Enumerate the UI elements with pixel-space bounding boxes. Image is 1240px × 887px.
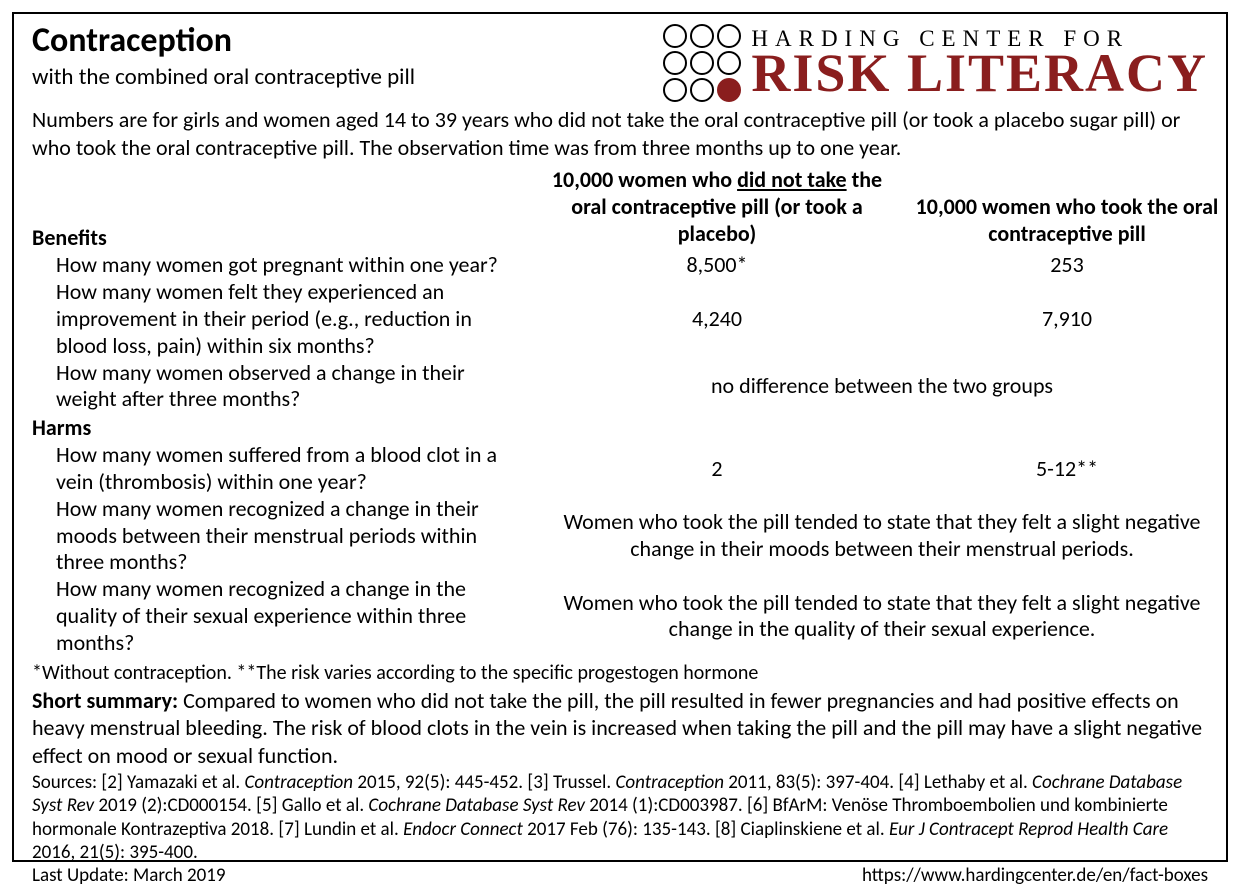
benefit-q3: How many women observed a change in thei… — [32, 360, 532, 414]
harm-q2: How many women recognized a change in th… — [32, 496, 532, 576]
summary: Short summary: Compared to women who did… — [32, 687, 1208, 770]
benefit-q1: How many women got pregnant within one y… — [32, 252, 532, 279]
harm-q1-v2: 5-12** — [902, 456, 1232, 483]
logo-dot-grid-icon — [663, 24, 741, 102]
benefit-q2: How many women felt they experienced an … — [32, 279, 532, 359]
summary-label: Short summary: — [32, 687, 183, 714]
benefit-q2-v1: 4,240 — [532, 306, 902, 333]
col1-underline: did not take — [737, 166, 847, 193]
logo-text-line2: RISK LITERACY — [751, 49, 1208, 99]
footnotes: *Without contraception. **The risk varie… — [32, 661, 1208, 685]
intro-text: Numbers are for girls and women aged 14 … — [32, 106, 1208, 161]
data-table: 10,000 women who did not take the oral c… — [32, 167, 1208, 657]
logo: HARDING CENTER FOR RISK LITERACY — [663, 24, 1208, 102]
footer-row: Last Update: March 2019 https://www.hard… — [32, 864, 1208, 887]
last-update: Last Update: March 2019 — [32, 864, 226, 887]
benefit-q1-v1: 8,500* — [532, 252, 902, 279]
harm-q1: How many women suffered from a blood clo… — [32, 442, 532, 496]
harm-q1-v1: 2 — [532, 456, 902, 483]
header: Contraception with the combined oral con… — [32, 24, 1208, 102]
harm-q3-span: Women who took the pill tended to state … — [532, 590, 1232, 644]
source-url: https://www.hardingcenter.de/en/fact-box… — [862, 864, 1208, 887]
column-header-pill: 10,000 women who took the oral contracep… — [902, 194, 1232, 252]
col1-pre: 10,000 women who — [552, 166, 737, 193]
page-subtitle: with the combined oral contraceptive pil… — [32, 64, 663, 92]
benefits-label: Benefits — [32, 223, 532, 252]
harms-label: Harms — [32, 413, 532, 442]
benefit-q1-v2: 253 — [902, 252, 1232, 279]
harm-q3: How many women recognized a change in th… — [32, 576, 532, 656]
benefit-q3-span: no difference between the two groups — [532, 373, 1232, 400]
column-header-control: 10,000 women who did not take the oral c… — [532, 167, 902, 251]
harm-q2-span: Women who took the pill tended to state … — [532, 509, 1232, 563]
summary-text: Compared to women who did not take the p… — [32, 687, 1202, 769]
fact-box: Contraception with the combined oral con… — [12, 12, 1228, 862]
benefit-q2-v2: 7,910 — [902, 306, 1232, 333]
sources: Sources: [2] Yamazaki et al. Contracepti… — [32, 771, 1208, 864]
page-title: Contraception — [32, 24, 663, 58]
